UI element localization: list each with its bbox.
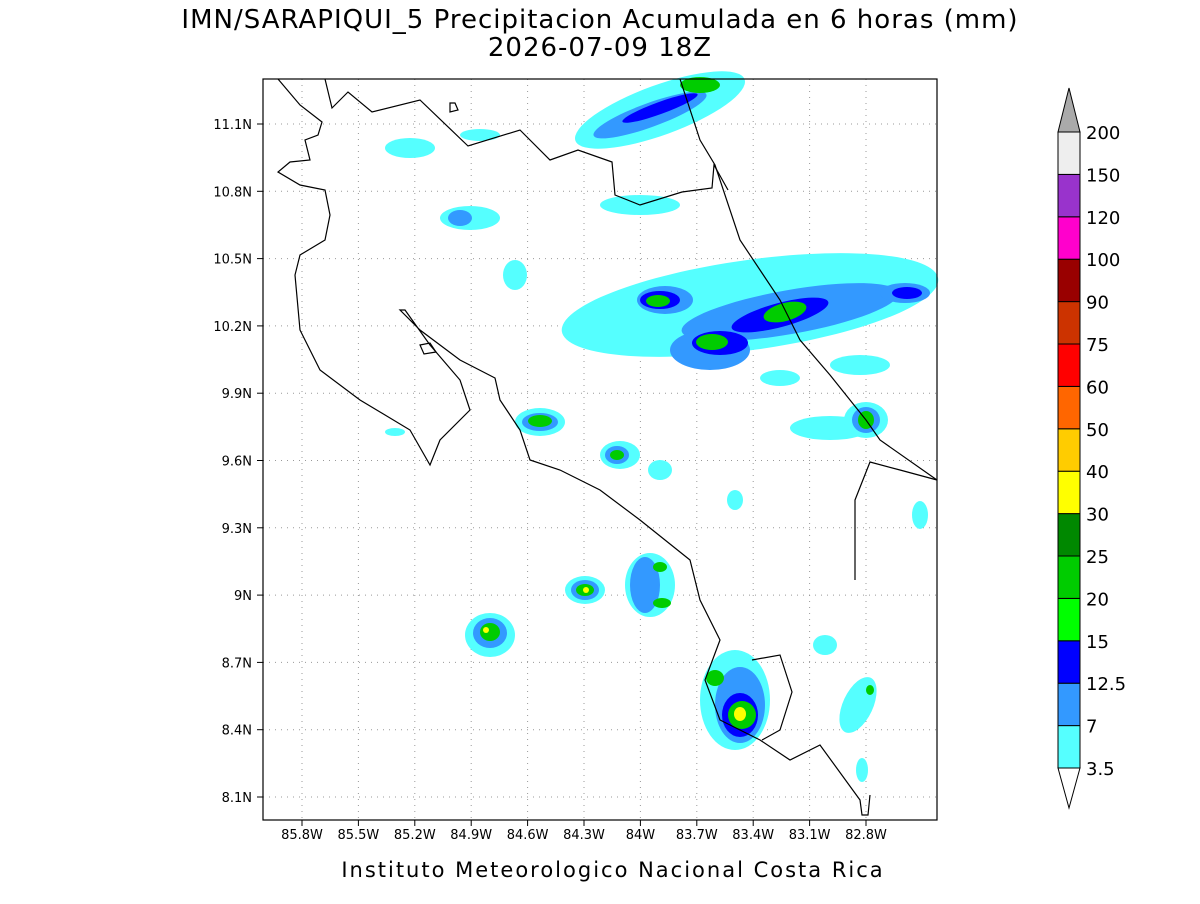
- colorbar-label: 30: [1086, 505, 1109, 526]
- colorbar-box: [1057, 258, 1081, 303]
- lon-label: 83.1W: [789, 828, 831, 843]
- colorbar-high-end: [1057, 87, 1081, 133]
- lat-label: 8.7N: [222, 656, 252, 671]
- lat-label: 9.3N: [222, 522, 252, 537]
- colorbar-box: [1057, 301, 1081, 345]
- colorbar-box: [1057, 131, 1081, 175]
- map-frame: [262, 78, 938, 821]
- colorbar-label: 25: [1086, 547, 1109, 568]
- colorbar-label: 120: [1086, 208, 1120, 229]
- colorbar-label: 50: [1086, 420, 1109, 441]
- lat-label: 10.5N: [213, 253, 252, 268]
- footer-credit: Instituto Meteorologico Nacional Costa R…: [341, 858, 884, 882]
- lon-label: 85.5W: [337, 828, 379, 843]
- lat-label: 10.2N: [213, 320, 252, 335]
- precip-field: [385, 71, 939, 782]
- colorbar-low-end: [1057, 767, 1081, 810]
- colorbar-box: [1057, 555, 1081, 599]
- title: IMN/SARAPIQUI_5 Precipitacion Acumulada …: [181, 5, 1018, 35]
- lon-label: 85.8W: [281, 828, 323, 843]
- colorbar-label: 200: [1086, 123, 1120, 144]
- lat-label: 11.1N: [213, 118, 252, 133]
- colorbar-label: 60: [1086, 377, 1109, 398]
- colorbar-box: [1057, 682, 1081, 727]
- colorbar-box: [1057, 173, 1081, 218]
- lon-label: 84.3W: [563, 828, 605, 843]
- lat-label: 9.6N: [222, 455, 252, 470]
- lon-label: 84.6W: [507, 828, 549, 843]
- lon-label: 82.8W: [845, 828, 887, 843]
- colorbar-box: [1057, 385, 1081, 430]
- colorbar-box: [1057, 343, 1081, 387]
- colorbar-box: [1057, 513, 1081, 557]
- coastlines: [276, 78, 938, 816]
- colorbar-label: 75: [1086, 335, 1109, 356]
- colorbar-label: 3.5: [1086, 759, 1115, 780]
- colorbar-label: 12.5: [1086, 674, 1126, 695]
- colorbar-box: [1057, 597, 1081, 642]
- lon-label: 83.4W: [732, 828, 774, 843]
- lat-label: 8.1N: [222, 791, 252, 806]
- lat-label: 9N: [234, 589, 252, 604]
- colorbar-label: 100: [1086, 250, 1120, 271]
- colorbar-box: [1057, 428, 1081, 472]
- lon-label: 85.2W: [394, 828, 436, 843]
- colorbar-label: 40: [1086, 462, 1109, 483]
- lat-label: 10.8N: [213, 185, 252, 200]
- colorbar-label: 15: [1086, 632, 1109, 653]
- colorbar-label: 90: [1086, 293, 1109, 314]
- colorbar-box: [1057, 216, 1081, 260]
- colorbar-label: 20: [1086, 589, 1109, 610]
- lon-label: 84.9W: [450, 828, 492, 843]
- colorbar-box: [1057, 725, 1081, 769]
- subtitle: 2026-07-09 18Z: [488, 33, 712, 63]
- colorbar-box: [1057, 470, 1081, 515]
- colorbar-box: [1057, 640, 1081, 684]
- lat-label: 8.4N: [222, 724, 252, 739]
- grid: 85.8W 85.5W 85.2W 84.9W 84.6W 84.3W 84W 83.7W 83…: [213, 79, 937, 843]
- lat-label: 9.9N: [222, 387, 252, 402]
- lon-label: 84W: [626, 828, 656, 843]
- lon-label: 83.7W: [676, 828, 718, 843]
- colorbar-label: 150: [1086, 165, 1120, 186]
- colorbar: 3.5 7 12.5 15 20 25 30 40 50 60 75 90 100 120 150 200: [1057, 87, 1126, 810]
- colorbar-label: 7: [1086, 717, 1097, 738]
